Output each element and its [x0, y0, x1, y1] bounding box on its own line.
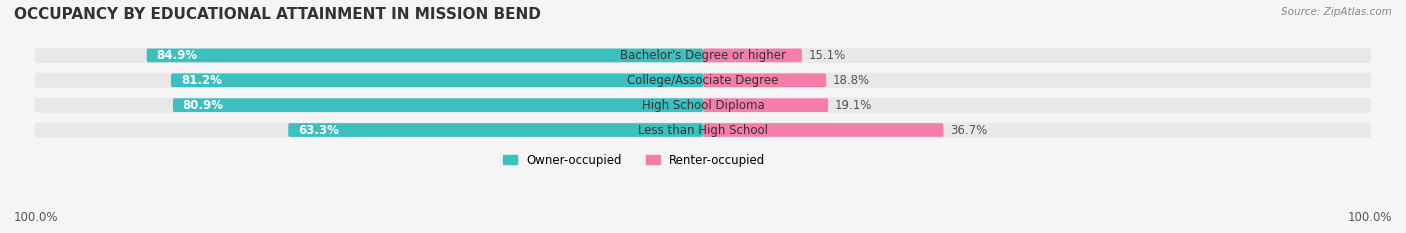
FancyBboxPatch shape [146, 48, 703, 62]
Text: 80.9%: 80.9% [183, 99, 224, 112]
Text: 63.3%: 63.3% [298, 123, 339, 137]
FancyBboxPatch shape [703, 73, 827, 87]
Text: Bachelor's Degree or higher: Bachelor's Degree or higher [620, 49, 786, 62]
Text: 15.1%: 15.1% [808, 49, 846, 62]
Text: 81.2%: 81.2% [181, 74, 222, 87]
Legend: Owner-occupied, Renter-occupied: Owner-occupied, Renter-occupied [498, 149, 770, 171]
Text: College/Associate Degree: College/Associate Degree [627, 74, 779, 87]
FancyBboxPatch shape [288, 123, 703, 137]
Text: Less than High School: Less than High School [638, 123, 768, 137]
FancyBboxPatch shape [35, 48, 1371, 63]
FancyBboxPatch shape [703, 123, 943, 137]
FancyBboxPatch shape [35, 123, 1371, 138]
FancyBboxPatch shape [35, 98, 1371, 113]
Text: 19.1%: 19.1% [835, 99, 872, 112]
FancyBboxPatch shape [35, 73, 1371, 88]
Text: 100.0%: 100.0% [1347, 211, 1392, 224]
Text: 36.7%: 36.7% [950, 123, 987, 137]
FancyBboxPatch shape [173, 98, 703, 112]
FancyBboxPatch shape [703, 98, 828, 112]
Text: 18.8%: 18.8% [832, 74, 870, 87]
FancyBboxPatch shape [172, 73, 703, 87]
Text: 84.9%: 84.9% [156, 49, 198, 62]
Text: Source: ZipAtlas.com: Source: ZipAtlas.com [1281, 7, 1392, 17]
FancyBboxPatch shape [703, 48, 801, 62]
Text: OCCUPANCY BY EDUCATIONAL ATTAINMENT IN MISSION BEND: OCCUPANCY BY EDUCATIONAL ATTAINMENT IN M… [14, 7, 541, 22]
Text: 100.0%: 100.0% [14, 211, 59, 224]
Text: High School Diploma: High School Diploma [641, 99, 765, 112]
